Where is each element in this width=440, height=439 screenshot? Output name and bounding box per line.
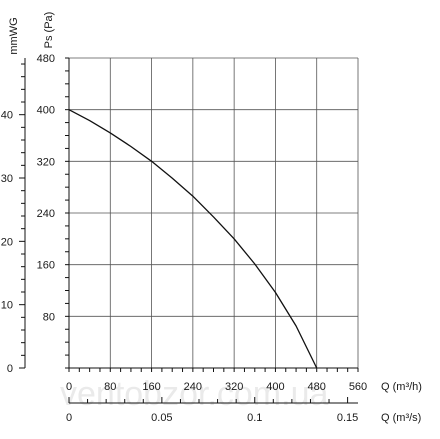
bottom-axis-title-m3h: Q (m³/h) bbox=[381, 381, 422, 393]
qh-tick-label: 80 bbox=[104, 381, 116, 393]
qh-tick-label: 160 bbox=[142, 381, 160, 393]
pa-tick-label: 80 bbox=[43, 311, 55, 323]
qh-tick-label: 400 bbox=[266, 381, 284, 393]
qh-tick-label: 480 bbox=[308, 381, 326, 393]
pa-tick-label: 400 bbox=[37, 105, 55, 117]
pa-tick-label: 160 bbox=[37, 260, 55, 272]
qh-tick-label: 560 bbox=[349, 381, 367, 393]
pa-tick-label: 240 bbox=[37, 208, 55, 220]
mmwg-tick-label: 40 bbox=[1, 110, 13, 122]
qh-tick-label: 240 bbox=[184, 381, 202, 393]
pa-tick-label: 480 bbox=[37, 53, 55, 65]
watermark: ventobzor.com.ua bbox=[60, 375, 328, 413]
mmwg-tick-label: 20 bbox=[1, 236, 13, 248]
mmwg-tick-label: 30 bbox=[1, 173, 13, 185]
fan-curve-line bbox=[68, 109, 318, 369]
qs-tick-label: 0.15 bbox=[337, 412, 358, 424]
left-axis-title-ps: Ps (Pa) bbox=[43, 12, 55, 49]
grid-lines bbox=[69, 57, 359, 368]
qh-tick-label: 320 bbox=[225, 381, 243, 393]
qh-tick-label: 0 bbox=[66, 381, 72, 393]
pa-tick-label: 320 bbox=[37, 156, 55, 168]
mmwg-tick-label: 10 bbox=[1, 300, 13, 312]
qs-tick-label: 0.1 bbox=[247, 412, 262, 424]
axes bbox=[19, 57, 359, 404]
bottom-axis-title-m3s: Q (m³/s) bbox=[381, 412, 421, 424]
series-layer bbox=[68, 109, 318, 369]
qs-tick-label: 0 bbox=[66, 412, 72, 424]
qs-tick-label: 0.05 bbox=[151, 412, 172, 424]
mmwg-tick-label: 0 bbox=[7, 363, 13, 375]
left-axis-title-mmwg: mmWG bbox=[8, 17, 20, 54]
